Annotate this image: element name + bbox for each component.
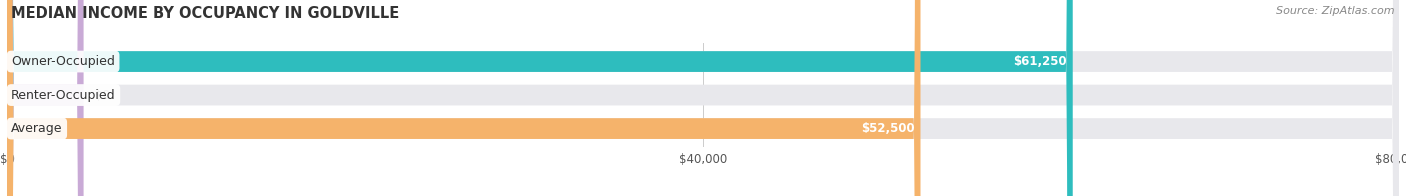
Text: Owner-Occupied: Owner-Occupied	[11, 55, 115, 68]
Text: Average: Average	[11, 122, 63, 135]
FancyBboxPatch shape	[7, 0, 1073, 196]
Text: Source: ZipAtlas.com: Source: ZipAtlas.com	[1277, 6, 1395, 16]
Text: MEDIAN INCOME BY OCCUPANCY IN GOLDVILLE: MEDIAN INCOME BY OCCUPANCY IN GOLDVILLE	[11, 6, 399, 21]
FancyBboxPatch shape	[7, 0, 1399, 196]
FancyBboxPatch shape	[7, 0, 921, 196]
Text: $52,500: $52,500	[862, 122, 915, 135]
Text: Renter-Occupied: Renter-Occupied	[11, 89, 115, 102]
FancyBboxPatch shape	[7, 0, 83, 196]
FancyBboxPatch shape	[7, 0, 1399, 196]
Text: $61,250: $61,250	[1014, 55, 1067, 68]
FancyBboxPatch shape	[7, 0, 1399, 196]
Text: $0: $0	[94, 89, 110, 102]
